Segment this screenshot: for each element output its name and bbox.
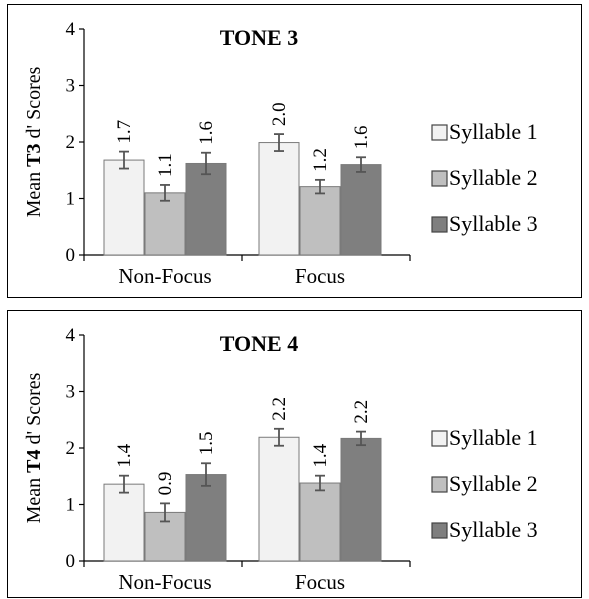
chart1-data-label: 1.4: [114, 443, 135, 467]
chart0-x-tick-label: Non-Focus: [118, 264, 211, 288]
chart1-y-axis-label-bold: T4: [23, 450, 45, 473]
chart1-bar: [258, 436, 300, 562]
chart1-y-axis-label-suffix: d' Scores: [23, 372, 45, 449]
chart0-y-axis-label-bold: T3: [23, 144, 45, 167]
chart1-data-label: 1.5: [196, 432, 217, 456]
tone4-chart-panel: TONE 4 Mean T4 d' Scores 0 1 2 3 4 Non-Focus Foc…: [7, 310, 582, 598]
chart0-data-label: 1.6: [351, 126, 372, 150]
chart0-data-label: 2.0: [269, 102, 290, 126]
chart0-y-tick-label: 3: [66, 76, 76, 97]
chart1-bar: [103, 483, 145, 562]
chart1-legend-swatch: [431, 430, 448, 447]
chart1-legend-swatch: [431, 522, 448, 539]
chart1-legend-swatch: [431, 476, 448, 493]
chart1-title: TONE 4: [220, 331, 298, 356]
chart0-bar: [299, 186, 341, 256]
chart0-legend-swatch: [431, 216, 448, 233]
chart0-data-label: 1.2: [310, 148, 331, 172]
chart1-x-tick-label: Non-Focus: [118, 570, 211, 594]
chart0-legend-label: Syllable 2: [449, 165, 538, 190]
chart0-legend-label: Syllable 1: [449, 119, 538, 144]
chart1-data-label: 0.9: [155, 472, 176, 496]
chart0-y-tick-label: 1: [66, 189, 76, 210]
chart0-data-label: 1.6: [196, 121, 217, 145]
chart1-x-tick-label: Focus: [295, 570, 345, 594]
chart1-y-tick-label: 0: [66, 551, 76, 572]
chart1-y-tick-label: 1: [66, 495, 76, 516]
chart0-data-label: 1.7: [114, 120, 135, 144]
chart0-y-tick-label: 0: [66, 245, 76, 266]
tone3-chart: TONE 3 Mean T3 d' Scores 0 1 2 3 4 Non-Focus Foc…: [23, 19, 538, 288]
chart1-y-tick-label: 3: [66, 382, 76, 403]
tone4-chart: TONE 4 Mean T4 d' Scores 0 1 2 3 4 Non-Focus Foc…: [23, 325, 538, 594]
chart1-bar: [299, 482, 341, 562]
chart0-bar: [103, 159, 145, 256]
chart1-y-axis-label-prefix: Mean: [23, 473, 45, 524]
chart0-x-tick-label: Focus: [295, 264, 345, 288]
chart1-legend-label: Syllable 3: [449, 517, 538, 542]
chart1-y-axis-label: Mean T4 d' Scores: [23, 372, 45, 523]
chart0-bar: [340, 164, 382, 256]
chart1-legend-label: Syllable 2: [449, 471, 538, 496]
chart1-bar: [340, 437, 382, 562]
tone3-chart-panel: TONE 3 Mean T3 d' Scores 0 1 2 3 4 Non-Focus Foc…: [7, 4, 582, 298]
chart1-data-label: 1.4: [310, 443, 331, 467]
chart0-y-tick-label: 4: [66, 19, 76, 40]
chart1-y-tick-label: 4: [66, 325, 76, 346]
chart1-bar: [185, 474, 227, 562]
chart1-legend-label: Syllable 1: [449, 425, 538, 450]
chart0-title: TONE 3: [220, 25, 298, 50]
chart0-bar: [185, 162, 227, 256]
chart0-bar: [144, 192, 186, 256]
chart0-y-axis-label-prefix: Mean: [23, 167, 45, 218]
chart0-y-axis-label: Mean T3 d' Scores: [23, 66, 45, 217]
chart0-legend-swatch: [431, 124, 448, 141]
chart0-y-tick-label: 2: [66, 132, 76, 153]
chart0-legend-label: Syllable 3: [449, 211, 538, 236]
chart1-data-label: 2.2: [269, 397, 290, 421]
chart0-bar: [258, 142, 300, 256]
chart0-legend-swatch: [431, 170, 448, 187]
chart1-y-tick-label: 2: [66, 438, 76, 459]
chart0-data-label: 1.1: [155, 153, 176, 177]
chart0-y-axis-label-suffix: d' Scores: [23, 66, 45, 143]
chart1-data-label: 2.2: [351, 400, 372, 424]
